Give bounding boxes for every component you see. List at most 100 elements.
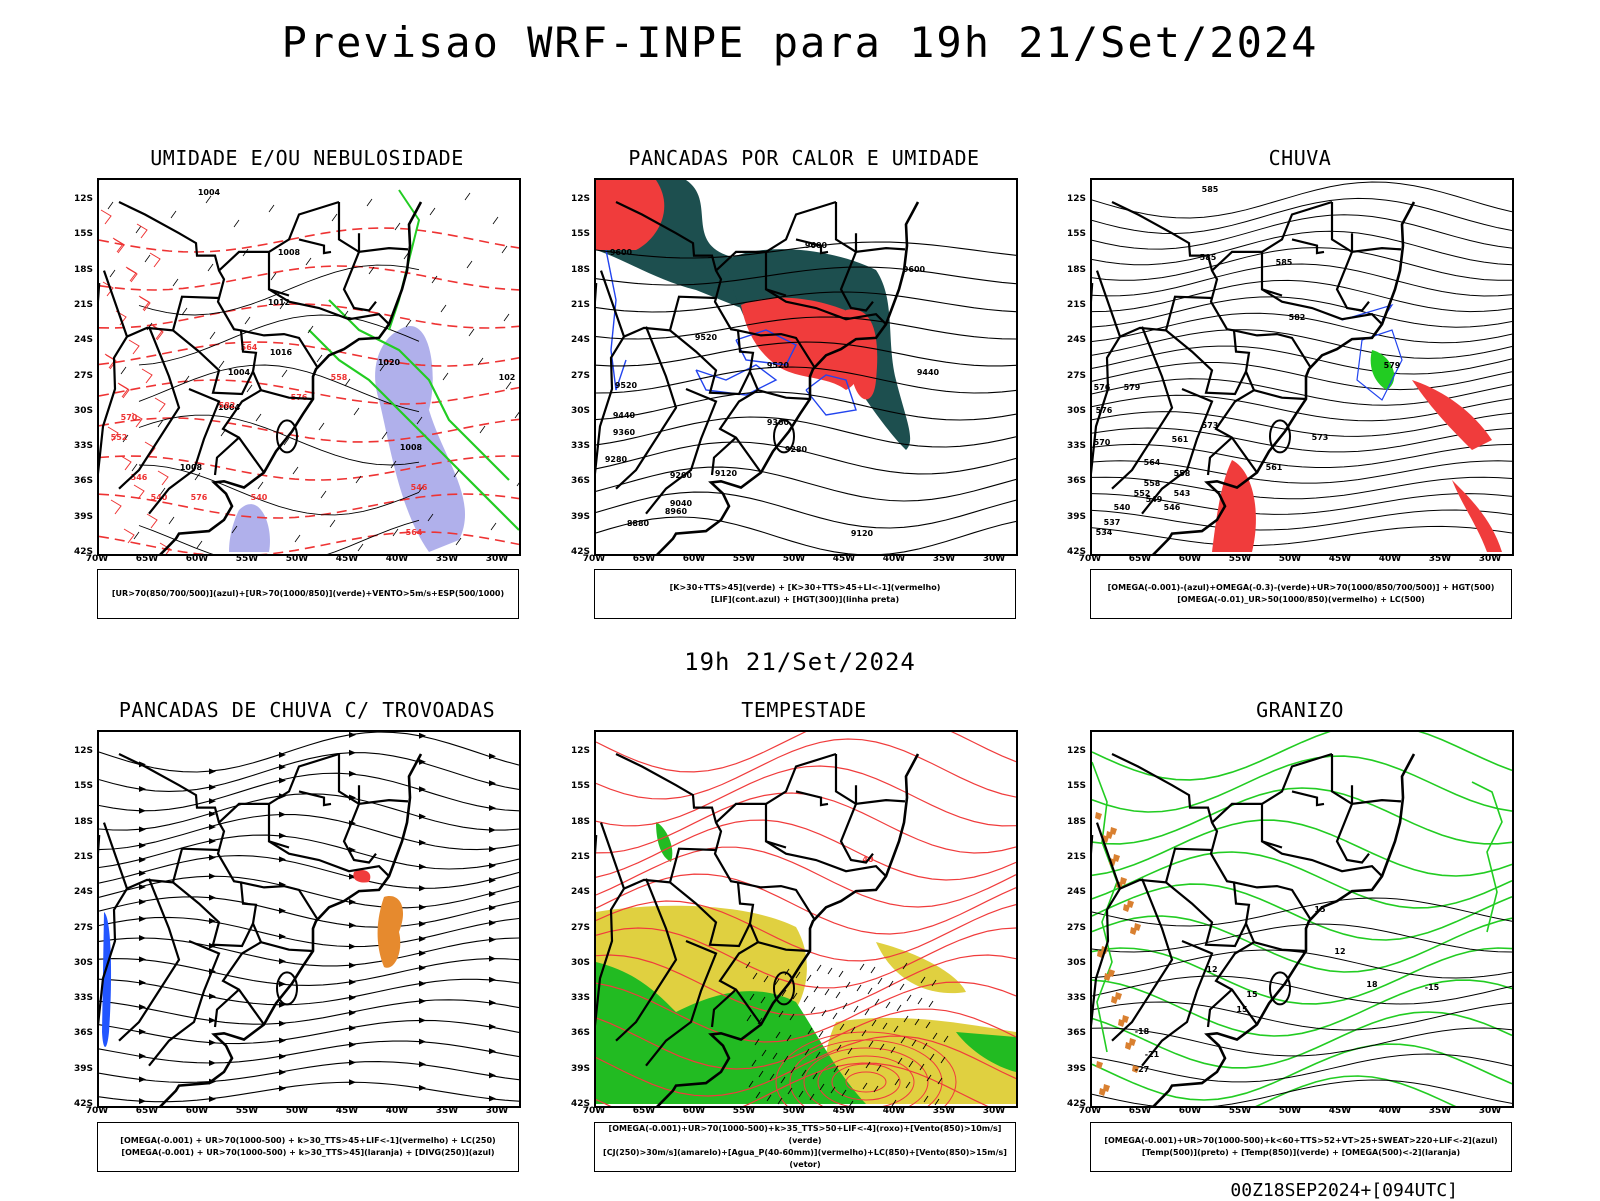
omega-500	[1110, 827, 1117, 835]
lc-850	[596, 1062, 989, 1106]
lc-850	[596, 954, 1016, 1016]
political-border	[1111, 753, 1258, 1026]
contour-value-label: 564	[406, 528, 423, 537]
lc-850	[596, 846, 1016, 908]
streamline	[99, 834, 519, 870]
wind-vector	[752, 972, 758, 980]
flow-arrow	[139, 856, 146, 863]
wind-vector	[468, 328, 475, 337]
wind-vector	[897, 1057, 903, 1065]
longitude-tick-label: 65W	[1128, 1106, 1152, 1116]
coastline	[1092, 201, 1416, 554]
wind-vector	[294, 534, 301, 543]
model-run-stamp: 00Z18SEP2024+[094UTC]	[1230, 1180, 1458, 1201]
wind-vector	[900, 1036, 906, 1044]
hgt-300-isoline	[596, 516, 1016, 554]
isobar	[138, 414, 420, 466]
thickness-500-1000	[141, 368, 153, 384]
wind-vector	[133, 531, 140, 540]
longitude-tick-label: 45W	[1328, 554, 1352, 564]
contour-value-label: 9280	[605, 455, 628, 464]
flow-arrow	[489, 753, 496, 760]
latitude-tick-label: 21S	[570, 851, 590, 862]
wind-vector	[928, 1000, 934, 1008]
lif-contour	[805, 374, 857, 416]
latitude-tick-label: 42S	[73, 547, 93, 557]
contour-value-label: 570	[1094, 438, 1111, 447]
map-panel: 40	[594, 730, 1018, 1108]
contour-value-label: 1008	[278, 248, 301, 257]
contour-value-label: 537	[1104, 518, 1121, 527]
wind-vector	[937, 1077, 943, 1085]
political-border	[1164, 295, 1247, 396]
panel-legend: [UR>70(850/700/500)](azul)+[UR>70(1000/8…	[97, 569, 519, 619]
longitude-tick-label: 45W	[832, 1106, 856, 1116]
legend-line: [OMEGA(-0.001) + UR>70(1000-500) + k>30_…	[120, 1136, 496, 1145]
lif-contour	[735, 329, 797, 366]
contour-value-label: 585	[1276, 258, 1293, 267]
longitude-tick-label: 55W	[732, 554, 756, 564]
temp-500	[1092, 1053, 1512, 1083]
flow-arrow	[349, 898, 356, 905]
wind-vector	[181, 307, 188, 316]
thickness-500-1000	[99, 417, 519, 443]
humidity-850-500	[375, 326, 466, 552]
contour-value-label: 1008	[400, 443, 423, 452]
contour-value-label: -18	[1135, 1027, 1150, 1036]
latitude-tick-label: 36S	[570, 1028, 590, 1039]
flow-arrow	[349, 732, 356, 738]
wind-vector	[835, 991, 841, 999]
political-border	[623, 326, 671, 338]
latitude-tick-label: 42S	[570, 1099, 590, 1109]
wind-vector	[870, 966, 876, 974]
temp-850	[1092, 819, 1512, 877]
wind-vector	[344, 378, 351, 387]
wind-vector	[830, 1086, 836, 1094]
contour-value-label: 564	[1144, 458, 1161, 467]
latitude-tick-label: 33S	[73, 993, 93, 1004]
latitude-tick-label: 27S	[570, 370, 590, 381]
omega-500	[1103, 1084, 1110, 1092]
wind-vector	[926, 1074, 932, 1082]
wind-vector	[466, 260, 473, 269]
flow-arrow	[489, 877, 496, 884]
latitude-tick-label: 42S	[1066, 1099, 1086, 1109]
hgt-500-isoline	[1092, 279, 1512, 313]
political-border	[240, 329, 318, 368]
wind-vector	[838, 970, 844, 978]
wind-vector	[745, 961, 751, 969]
humidity-1000-850	[308, 329, 519, 531]
flow-arrow	[279, 1085, 286, 1092]
wind-vector	[307, 325, 314, 334]
flow-arrow	[349, 1079, 356, 1086]
wind-vector	[270, 272, 277, 281]
thickness-500-1000	[133, 484, 145, 500]
latitude-tick-label: 24S	[1066, 887, 1086, 898]
map-graphic: 40	[596, 732, 1016, 1106]
jet-250	[876, 942, 966, 994]
thickness-500-1000	[159, 542, 171, 554]
flow-arrow	[279, 856, 286, 863]
thunder-orange	[377, 896, 404, 968]
political-border	[1141, 939, 1214, 1067]
political-border	[118, 753, 265, 1026]
political-border	[615, 201, 762, 474]
flow-arrow	[419, 813, 426, 820]
wind-vector	[775, 1031, 781, 1039]
lc-850	[817, 1055, 915, 1106]
wind-vector	[246, 384, 253, 393]
wind-vector	[891, 1099, 897, 1106]
flow-arrow	[209, 1095, 216, 1102]
political-border	[757, 941, 811, 953]
isobar	[138, 264, 420, 316]
flow-arrow	[279, 777, 286, 784]
wind-vector	[490, 522, 497, 531]
legend-line: [UR>70(850/700/500)](azul)+[UR>70(1000/8…	[111, 589, 505, 598]
latitude-tick-label: 21S	[1066, 851, 1086, 862]
longitude-tick-label: 30W	[982, 1106, 1006, 1116]
wind-vector	[876, 1064, 882, 1072]
contour-value-label: 9200	[670, 471, 693, 480]
longitude-tick-label: 55W	[732, 1106, 756, 1116]
flow-arrow	[139, 898, 146, 905]
flow-arrow	[349, 922, 356, 929]
